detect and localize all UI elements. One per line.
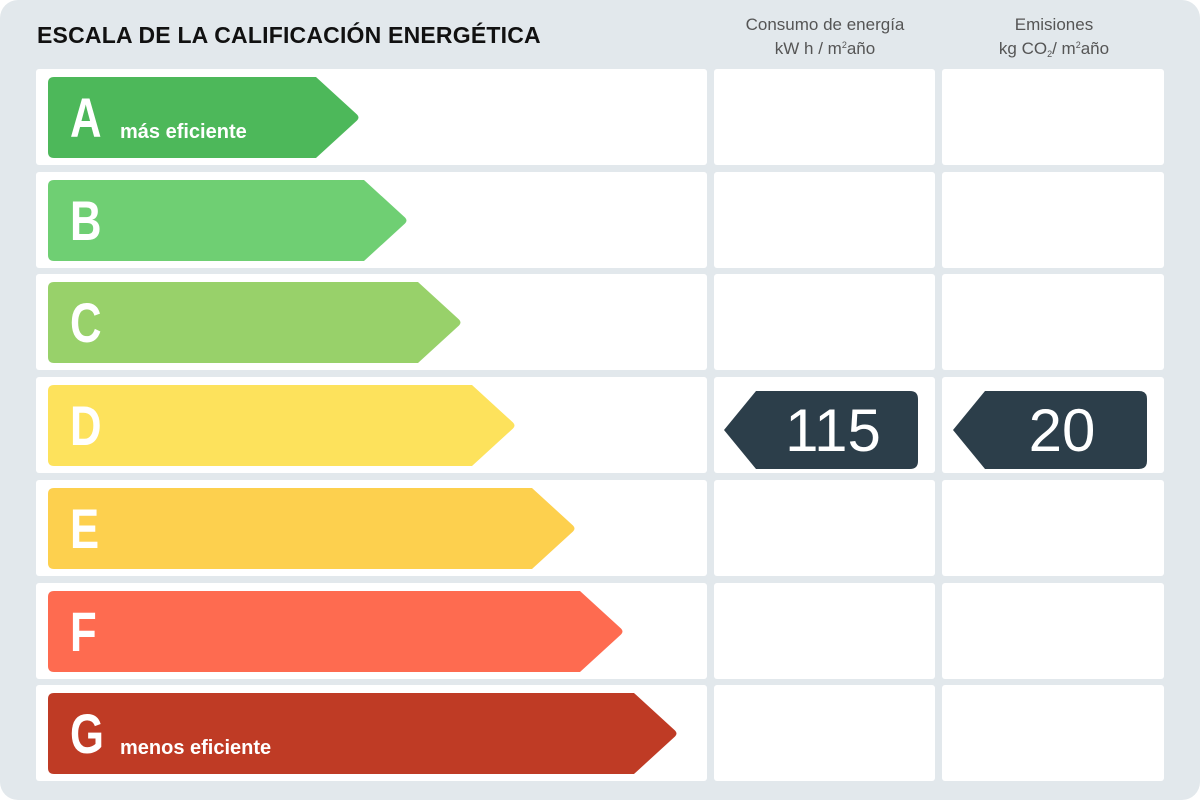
rating-arrow-f: F [48,590,624,672]
rating-letter-f: F [70,599,97,663]
emissions-cell [942,274,1164,371]
energy-cell [714,274,935,371]
rating-arrow-b: B [48,179,408,261]
rating-bar-shape [48,77,359,158]
value-tag-shape [724,391,918,470]
rating-letter-e: E [70,496,100,560]
rating-row-d: D 115 20 [0,377,1200,474]
energy-cell [714,582,935,679]
emissions-cell [942,171,1164,268]
rating-arrow-e: E [48,487,576,569]
rating-bar-c [48,282,461,364]
chart-title: ESCALA DE LA CALIFICACIÓN ENERGÉTICA [37,22,541,48]
energy-header-unit: kW h / m2año [774,39,876,58]
emissions-header-line1: Emisiones [1014,15,1094,34]
energy-column-header: Consumo de energía kW h / m2año [712,14,938,59]
rating-row-e: E [0,479,1200,576]
energy-cell [714,479,935,576]
rating-bar-f [48,590,623,672]
emissions-value: 20 [1028,397,1096,465]
rating-arrow-c: C [48,282,462,364]
rating-bar-shape [48,590,623,672]
rating-bar-e [48,487,575,569]
emissions-header-unit: kg CO2/ m2año [998,39,1110,59]
energy-header-line1: Consumo de energía [745,15,905,34]
energy-value: 115 [785,397,881,465]
rating-bar-shape [48,282,461,364]
value-tag-shape [953,391,1147,470]
rating-letter-b: B [70,188,102,252]
emissions-cell [942,69,1164,165]
rating-note-g: menos eficiente [120,737,272,760]
emissions-cell [942,479,1164,576]
rating-row-f: F [0,582,1200,679]
rating-bar-shape [48,693,677,775]
rating-bar-b [48,179,407,261]
rating-bar-d [48,385,515,467]
rating-bar-a [48,77,359,158]
rating-row-c: C [0,274,1200,371]
rating-bar-shape [48,487,575,569]
emissions-column-header: Emisiones kg CO2/ m2año [941,14,1167,65]
energy-value-tag: 115 [722,391,918,470]
rating-letter-g: G [70,702,104,766]
emissions-value-tag: 20 [951,391,1147,470]
rating-bar-shape [48,385,515,467]
rating-letter-c: C [70,291,102,355]
emissions-cell [942,582,1164,679]
energy-cell [714,685,935,782]
rating-letter-d: D [70,394,102,458]
emissions-cell [942,685,1164,782]
rating-bar-g [48,693,677,775]
rating-bar-shape [48,179,407,261]
rating-row-b: B [0,171,1200,268]
rating-arrow-d: D [48,385,516,467]
rating-letter-a: A [70,86,102,149]
rating-note-a: más eficiente [120,121,247,143]
energy-cell [714,171,935,268]
energy-cell [714,69,935,165]
